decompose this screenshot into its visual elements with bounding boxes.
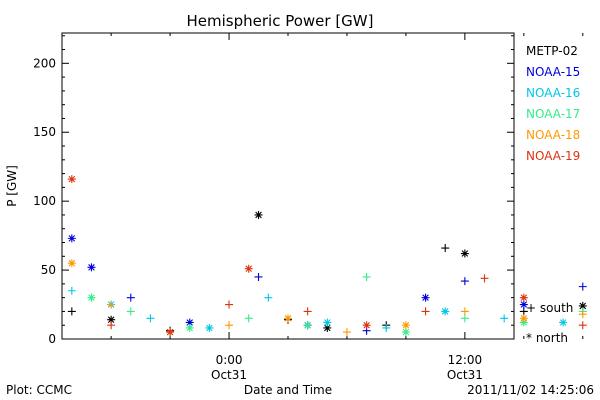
south-point bbox=[342, 328, 351, 337]
south-point bbox=[500, 314, 509, 323]
north-point bbox=[87, 293, 96, 302]
north-point bbox=[323, 323, 332, 332]
marker-key-entry: + south bbox=[526, 301, 573, 315]
south-point bbox=[460, 277, 469, 286]
north-point bbox=[519, 300, 528, 309]
timestamp: 2011/11/02 14:25:06 bbox=[467, 383, 594, 397]
north-point bbox=[87, 263, 96, 272]
north-point bbox=[519, 318, 528, 327]
north-point bbox=[559, 318, 568, 327]
north-point bbox=[254, 210, 263, 219]
south-point bbox=[67, 307, 76, 316]
south-point bbox=[382, 323, 391, 332]
south-point bbox=[126, 293, 135, 302]
legend-entry: NOAA-19 bbox=[526, 149, 580, 163]
south-point bbox=[303, 307, 312, 316]
north-point bbox=[67, 234, 76, 243]
south-point bbox=[460, 314, 469, 323]
x-axis-label: Date and Time bbox=[244, 383, 332, 397]
south-point bbox=[107, 300, 116, 309]
north-point bbox=[205, 323, 214, 332]
south-point bbox=[578, 321, 587, 330]
legend-entry: NOAA-16 bbox=[526, 86, 580, 100]
y-axis: 0 50 100 150 200 bbox=[33, 35, 514, 346]
legend-entry: NOAA-18 bbox=[526, 128, 580, 142]
x-tick-label-time: 12:00 bbox=[448, 353, 483, 367]
chart-title: Hemispheric Power [GW] bbox=[187, 12, 374, 30]
y-tick-label: 150 bbox=[33, 125, 56, 139]
north-point bbox=[244, 264, 253, 273]
north-point bbox=[362, 321, 371, 330]
y-tick-label: 0 bbox=[48, 332, 56, 346]
legend-entry: NOAA-15 bbox=[526, 65, 580, 79]
y-tick-label: 50 bbox=[41, 263, 56, 277]
y-axis-label: P [GW] bbox=[5, 165, 19, 207]
south-point bbox=[225, 300, 234, 309]
south-point bbox=[578, 282, 587, 291]
x-tick-label-date: Oct31 bbox=[211, 368, 247, 382]
south-point bbox=[362, 272, 371, 281]
south-point bbox=[244, 314, 253, 323]
north-point bbox=[185, 323, 194, 332]
x-tick-label-date: Oct31 bbox=[447, 368, 483, 382]
data-points bbox=[67, 175, 587, 337]
south-point bbox=[441, 244, 450, 253]
north-point bbox=[401, 321, 410, 330]
x-tick-label-time: 0:00 bbox=[216, 353, 243, 367]
north-point bbox=[401, 328, 410, 337]
north-point bbox=[67, 259, 76, 268]
south-point bbox=[421, 307, 430, 316]
north-point bbox=[284, 314, 292, 323]
y-tick-label: 100 bbox=[33, 194, 56, 208]
north-point bbox=[578, 301, 587, 310]
north-point bbox=[67, 175, 76, 184]
north-point bbox=[166, 328, 175, 337]
south-point bbox=[146, 314, 155, 323]
north-point bbox=[441, 307, 450, 316]
north-point bbox=[519, 314, 528, 323]
south-point bbox=[519, 307, 528, 316]
marker-key-entry: * north bbox=[526, 331, 568, 345]
south-point bbox=[67, 286, 76, 295]
north-point bbox=[185, 318, 194, 327]
south-point bbox=[225, 321, 234, 330]
y-tick-label: 200 bbox=[33, 56, 56, 70]
north-point bbox=[107, 315, 116, 324]
north-point bbox=[421, 293, 430, 302]
north-point bbox=[460, 249, 469, 258]
south-point bbox=[480, 274, 489, 283]
south-point bbox=[107, 321, 116, 330]
plot-credit: Plot: CCMC bbox=[6, 383, 72, 397]
south-point bbox=[254, 272, 263, 281]
legend: METP-02 NOAA-15 NOAA-16 NOAA-17 NOAA-18 NOAA-… bbox=[526, 44, 580, 163]
legend-entry: METP-02 bbox=[526, 44, 578, 58]
south-point bbox=[126, 307, 135, 316]
north-point bbox=[519, 293, 528, 302]
south-point bbox=[264, 293, 273, 302]
south-point bbox=[578, 310, 587, 319]
marker-key: + south * north bbox=[526, 301, 573, 345]
north-point bbox=[323, 318, 332, 327]
south-point bbox=[460, 307, 469, 316]
plot-frame bbox=[61, 32, 515, 340]
legend-entry: NOAA-17 bbox=[526, 107, 580, 121]
north-point bbox=[303, 321, 312, 330]
